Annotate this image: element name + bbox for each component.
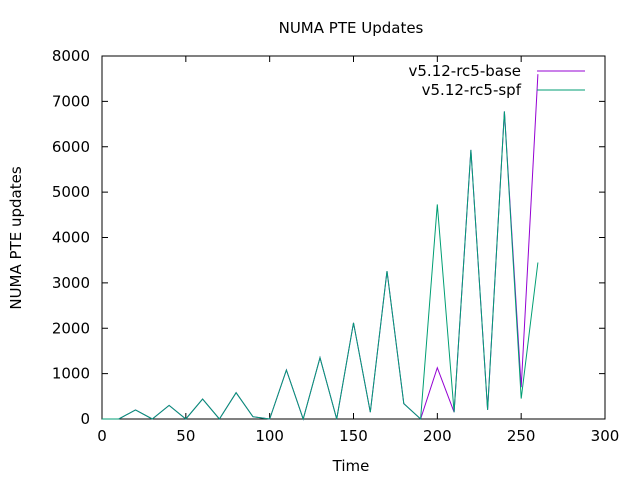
- y-tick-label: 8000: [52, 47, 90, 65]
- y-tick-label: 7000: [52, 92, 90, 110]
- y-tick-label: 5000: [52, 183, 90, 201]
- y-tick-label: 1000: [52, 365, 90, 383]
- x-tick-label: 150: [339, 427, 368, 445]
- axis-ticks: 0 50 100 150 200 250 3000100020003000400050006…: [52, 47, 620, 445]
- x-tick-label: 250: [507, 427, 536, 445]
- series-line-1: [102, 74, 539, 421]
- x-tick-label: 100: [255, 427, 284, 445]
- x-axis-label: Time: [332, 457, 370, 475]
- y-tick-label: 4000: [52, 229, 90, 247]
- legend-label-1: v5.12-rc5-base: [409, 62, 522, 80]
- series-line-2: [102, 111, 539, 421]
- x-tick-label: 200: [423, 427, 452, 445]
- x-tick-label: 50: [176, 427, 195, 445]
- y-tick-label: 6000: [52, 138, 90, 156]
- series-layer: [102, 74, 539, 421]
- chart-title: NUMA PTE Updates: [279, 19, 424, 37]
- x-tick-label: 0: [97, 427, 107, 445]
- legend-label-2: v5.12-rc5-spf: [422, 81, 522, 99]
- plot-frame: [101, 55, 606, 420]
- y-axis-label: NUMA PTE updates: [7, 166, 25, 309]
- y-tick-label: 0: [80, 410, 90, 428]
- y-tick-label: 2000: [52, 319, 90, 337]
- x-tick-label: 300: [591, 427, 620, 445]
- y-tick-label: 3000: [52, 274, 90, 292]
